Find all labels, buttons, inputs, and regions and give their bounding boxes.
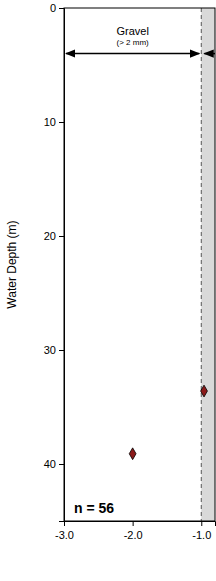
class-arrow bbox=[66, 53, 199, 55]
annotation-sublabel: (> 2 mm) bbox=[117, 38, 150, 47]
class-arrow bbox=[204, 53, 215, 55]
y-tick-mark bbox=[59, 122, 64, 123]
y-tick-label: 0 bbox=[50, 2, 56, 14]
y-tick: 10 bbox=[44, 116, 64, 128]
x-tick: -3.0 bbox=[55, 521, 74, 541]
point bbox=[129, 448, 136, 460]
y-axis-title: Water Depth (m) bbox=[5, 220, 19, 308]
x-tick-mark bbox=[133, 521, 134, 526]
plot-area bbox=[66, 8, 215, 521]
y-tick: 40 bbox=[44, 458, 64, 470]
x-tick-label: -2.0 bbox=[124, 529, 143, 541]
y-tick-label: 20 bbox=[44, 230, 56, 242]
x-tick: -1.0 bbox=[192, 521, 211, 541]
y-tick-mark bbox=[59, 350, 64, 351]
sample-count: n = 56 bbox=[74, 500, 114, 516]
annotation-label: Gravel bbox=[116, 25, 148, 37]
x-tick-label: -3.0 bbox=[55, 529, 74, 541]
y-tick-label: 40 bbox=[44, 458, 56, 470]
chart: -3.0 -2.0 -1.0 0 10 20 30 40 Gravel(> 2 mm) n = 5… bbox=[0, 0, 216, 581]
y-tick: 30 bbox=[44, 344, 64, 356]
x-axis-line bbox=[65, 522, 216, 527]
x-tick: -2.0 bbox=[124, 521, 143, 541]
y-tick-mark bbox=[59, 464, 64, 465]
plot-frame bbox=[64, 8, 215, 521]
y-tick-mark bbox=[59, 236, 64, 237]
y-tick-mark bbox=[59, 8, 64, 9]
y-tick: 0 bbox=[50, 2, 64, 14]
point bbox=[201, 385, 208, 397]
x-tick-label: -1.0 bbox=[192, 529, 211, 541]
x-tick-mark bbox=[201, 521, 202, 526]
y-tick-label: 10 bbox=[44, 116, 56, 128]
y-axis-line bbox=[59, 9, 65, 522]
shaded-region bbox=[201, 8, 215, 521]
plot: -3.0 -2.0 -1.0 0 10 20 30 40 Gravel(> 2 mm) n = 5… bbox=[44, 2, 216, 541]
y-tick: 20 bbox=[44, 230, 64, 242]
boundary-line bbox=[201, 8, 202, 521]
y-axis: 0 10 20 30 40 bbox=[44, 2, 65, 521]
x-axis: -3.0 -2.0 -1.0 bbox=[55, 521, 215, 541]
y-tick-label: 30 bbox=[44, 344, 56, 356]
